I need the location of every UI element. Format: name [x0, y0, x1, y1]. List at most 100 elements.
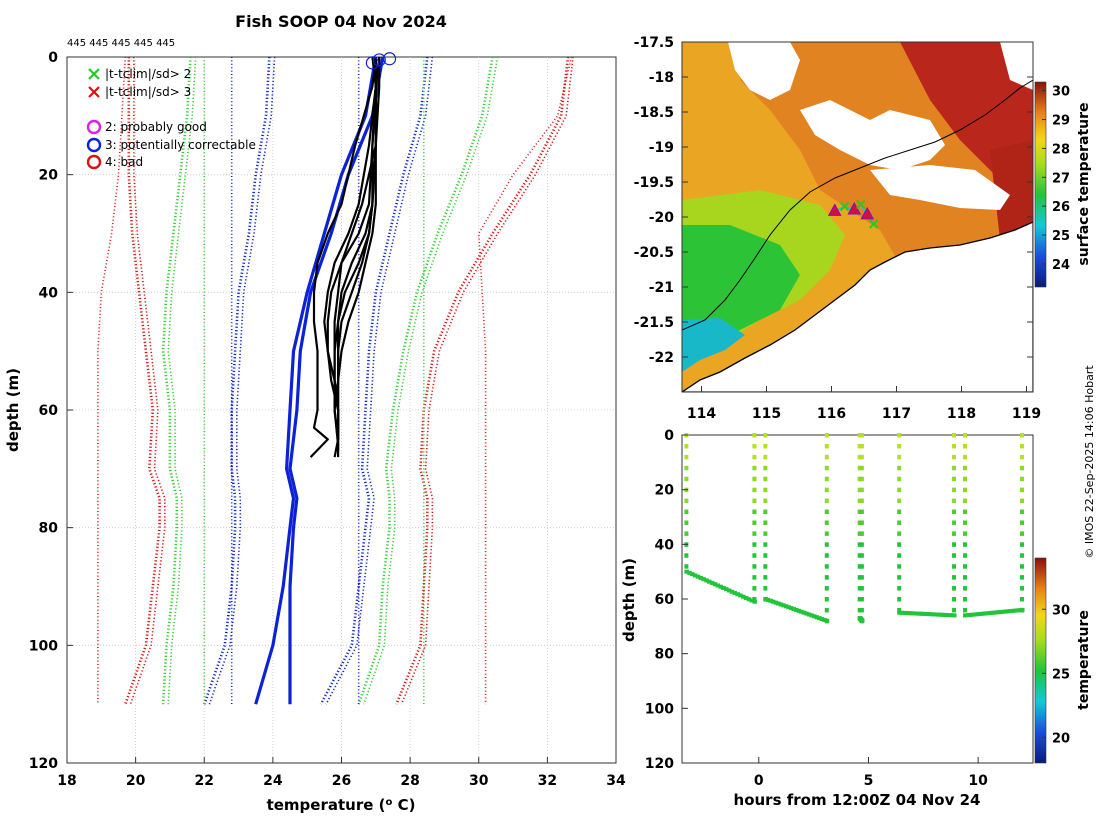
- section-cast-point: [824, 454, 829, 460]
- section-trace-point: [974, 612, 980, 617]
- section-trace-point: [721, 585, 726, 590]
- cloud-mask: [800, 100, 945, 170]
- colorbar-tick-label: 24: [1052, 258, 1070, 273]
- section-cast-point: [1020, 509, 1025, 515]
- track-x-marker: [869, 219, 879, 229]
- section-cast-point: [859, 607, 864, 613]
- y-tick-label: -22: [649, 350, 674, 366]
- section-cast-point: [897, 586, 902, 591]
- section-cast-point: [952, 443, 957, 449]
- legend-x-marker: [88, 86, 100, 98]
- section-trace-point: [690, 572, 695, 577]
- section-cast-point: [952, 564, 957, 569]
- section-cast-point: [859, 520, 864, 525]
- section-cast-point: [897, 443, 902, 449]
- section-trace-point: [998, 609, 1004, 614]
- section-cast-point: [859, 465, 864, 471]
- section-cast-point: [859, 564, 864, 569]
- section-cast-point: [897, 607, 902, 613]
- section-trace-point: [1020, 607, 1025, 612]
- x-tick-label: 32: [538, 773, 557, 789]
- section-cast-point: [824, 498, 829, 504]
- flag-marker: [382, 52, 397, 66]
- section-trace-point: [822, 617, 827, 622]
- profile-casts: [309, 56, 381, 458]
- section-cast-point: [859, 433, 864, 438]
- section-axes-frame: [681, 434, 1034, 764]
- section-cast-point: [752, 597, 757, 602]
- x-tick-label: 0: [754, 773, 764, 789]
- y-tick-label: 60: [39, 403, 59, 419]
- profile-x-ticks: 18 20 22 24 26 28 30 32 34: [57, 757, 626, 789]
- section-cast-point: [684, 553, 689, 558]
- section-trace-point: [786, 605, 791, 610]
- section-cast-point: [897, 553, 902, 558]
- legend-label: |t-tclim|/sd> 2: [105, 67, 191, 81]
- x-tick-label: 115: [752, 406, 781, 422]
- section-trace-point: [970, 612, 975, 617]
- climatology-2sd-line: [363, 56, 499, 705]
- section-trace-point: [1003, 609, 1008, 614]
- track-triangle-marker: [860, 206, 875, 220]
- y-tick-label: 0: [664, 428, 674, 444]
- section-trace-point: [906, 611, 911, 616]
- section-trace-point: [915, 611, 920, 616]
- x-tick-label: 117: [882, 406, 911, 422]
- colorbar-tick-label: 28: [1052, 142, 1070, 157]
- profile-y-ticks: 0 20 40 60 80 100 120: [29, 50, 73, 772]
- section-cast-point: [857, 454, 862, 460]
- section-trace-point: [1008, 609, 1013, 614]
- section-cast-point: [752, 509, 757, 515]
- section-cast-point: [857, 531, 862, 536]
- section-cast-point: [763, 520, 768, 525]
- section-cast-point: [752, 454, 757, 460]
- y-tick-label: -18.5: [634, 105, 674, 121]
- y-tick-label: 120: [29, 756, 58, 772]
- flag-marker: [372, 53, 386, 67]
- section-cast-point: [1020, 564, 1025, 569]
- section-cast-point: [752, 433, 757, 438]
- section-trace-point: [899, 610, 904, 615]
- section-cast-point: [752, 487, 757, 493]
- sst-hot-zone: [900, 42, 1033, 180]
- section-cast-point: [897, 520, 902, 525]
- section-cast-point: [824, 597, 829, 602]
- section-cast-point: [684, 564, 689, 569]
- section-cast-point: [952, 465, 957, 471]
- temperature-profile: [309, 56, 377, 458]
- climatology-3sd-line: [124, 57, 161, 705]
- temperature-profile: [337, 56, 377, 452]
- section-cast-point: [952, 542, 957, 547]
- section-trace-point: [931, 612, 936, 617]
- section-trace-point: [1012, 608, 1018, 613]
- section-trace-point: [979, 611, 985, 616]
- section-cast-point: [824, 509, 829, 515]
- section-trace-point: [698, 575, 704, 580]
- map-panel: 114 115 116 117 118 119 -17.5 -18 -18.5 -19 -19.5…: [634, 35, 1092, 422]
- legend-label: 3: potentially correctable: [105, 138, 256, 152]
- x-tick-label: 22: [195, 773, 214, 789]
- section-cast-point: [897, 509, 902, 515]
- section-cast-point: [1020, 498, 1025, 504]
- section-trace-point: [783, 604, 789, 609]
- profile-x-label: temperature (o C): [267, 796, 416, 814]
- section-cast-point: [763, 531, 768, 536]
- section-cast-point: [962, 509, 967, 515]
- section-trace-point: [986, 611, 992, 616]
- section-cast-point: [897, 575, 902, 580]
- section-cast-point: [952, 597, 957, 602]
- legend-label: 4: bad: [105, 155, 143, 169]
- y-tick-label: -19: [649, 140, 674, 156]
- section-cast-point: [952, 553, 957, 558]
- section-cast-point: [824, 465, 829, 471]
- climatology-2sd-line: [161, 56, 192, 705]
- section-cast-point: [752, 476, 757, 482]
- section-cast-point: [857, 564, 862, 569]
- y-tick-label: 120: [645, 756, 674, 772]
- y-tick-label: -19.5: [634, 175, 674, 191]
- legend-label: 2: probably good: [105, 120, 207, 134]
- climatology-2sd-line: [167, 56, 197, 705]
- y-tick-label: 100: [645, 701, 674, 717]
- section-cast-point: [824, 520, 829, 525]
